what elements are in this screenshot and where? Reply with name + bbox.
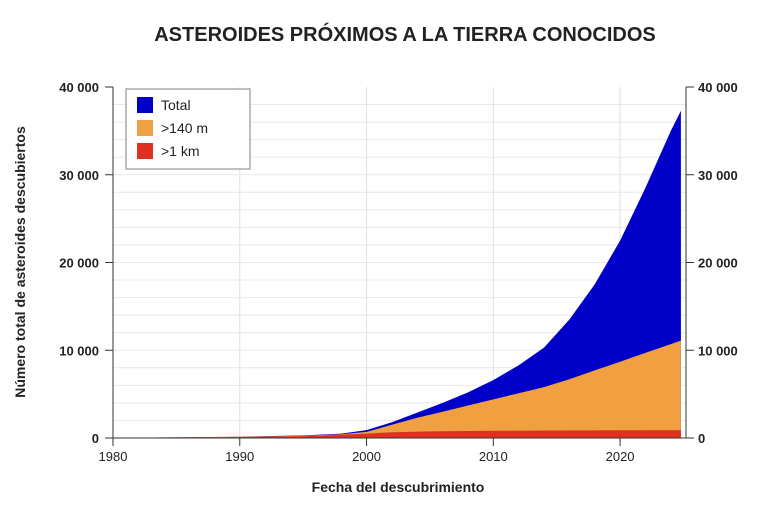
- x-tick-label: 2010: [479, 449, 508, 464]
- y-axis-label: Número total de asteroides descubiertos: [12, 126, 28, 398]
- y-tick-label-left: 10 000: [59, 343, 99, 358]
- area-series-1: [138, 340, 681, 438]
- legend-swatch-0: [137, 97, 153, 113]
- legend: Total >140 m >1 km: [125, 88, 251, 170]
- y-tick-label-right: 20 000: [698, 256, 738, 271]
- x-tick-label: 2020: [606, 449, 635, 464]
- chart-title: ASTEROIDES PRÓXIMOS A LA TIERRA CONOCIDO…: [154, 22, 656, 46]
- y-tick-label-left: 30 000: [59, 168, 99, 183]
- y-tick-label-right: 30 000: [698, 168, 738, 183]
- y-tick-label-left: 20 000: [59, 256, 99, 271]
- legend-swatch-1: [137, 120, 153, 136]
- y-tick-label-right: 40 000: [698, 80, 738, 95]
- x-axis-label: Fecha del descubrimiento: [312, 479, 485, 495]
- y-tick-label-right: 10 000: [698, 343, 738, 358]
- areas: [138, 110, 681, 438]
- axes: 0 0 10 000 10 000 20 000 20 000 30 000 30 000 40…: [59, 80, 738, 464]
- grid: [112, 87, 686, 438]
- x-tick-label: 2000: [352, 449, 381, 464]
- legend-swatch-2: [137, 143, 153, 159]
- area-series-0: [138, 110, 681, 438]
- legend-label-0: Total: [161, 97, 191, 113]
- y-tick-label-right: 0: [698, 431, 705, 446]
- x-tick-label: 1980: [99, 449, 128, 464]
- y-tick-label-left: 40 000: [59, 80, 99, 95]
- legend-label-1: >140 m: [161, 120, 208, 136]
- area-series-2: [138, 430, 681, 438]
- x-tick-label: 1990: [225, 449, 254, 464]
- y-tick-label-left: 0: [92, 431, 99, 446]
- legend-label-2: >1 km: [161, 143, 200, 159]
